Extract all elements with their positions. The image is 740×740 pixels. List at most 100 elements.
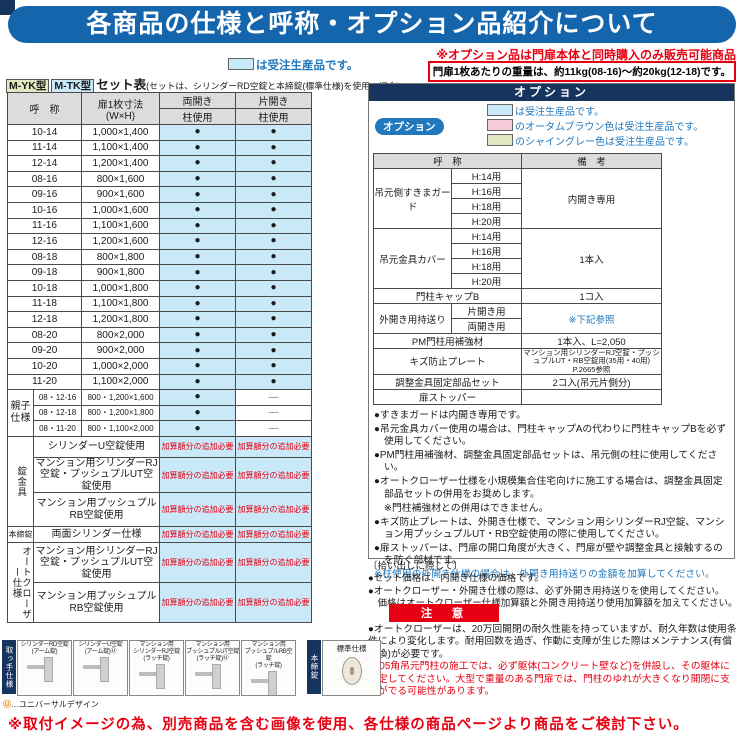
- size-code: 10-16: [7, 201, 82, 219]
- size-code: 09-18: [7, 264, 82, 281]
- legend-row-text: のオータムブラウン色は受注生産品です。: [515, 122, 704, 133]
- hinge-cover-remark: 1本入: [521, 228, 663, 289]
- lock-name: マンション用シリンダーRJ空錠・プッシュプルUT空錠使用: [33, 456, 160, 494]
- single-available-dot: ●: [235, 342, 312, 359]
- size-code: 08・12-18: [33, 404, 82, 422]
- size-value: 800×1,800: [81, 248, 160, 266]
- surcharge-note: 加算額分の追加必要: [159, 542, 236, 584]
- size-code: 10-20: [7, 357, 82, 375]
- door-stopper-name: 扉ストッパー: [372, 388, 523, 405]
- handle-cell: マンション用 プッシュプルRB空錠 (ラッチ錠): [241, 640, 296, 696]
- caution-red-paragraph: ●105角吊元門柱の施工では、必ず躯体(コンクリート壁など)を併設し、その躯体に…: [368, 661, 730, 698]
- double-available-dot: ●: [159, 295, 236, 313]
- handle-arm-icon: [195, 672, 213, 677]
- h-size: H:14用: [450, 168, 523, 184]
- surcharge-note: 加算額分の追加必要: [235, 456, 312, 494]
- bottom-red-note: ※取付イメージの為、別売商品を含む画像を使用、各仕様の商品ページより商品をご検討…: [8, 717, 689, 733]
- option-blue-note: ※柱使用の外開き仕様の場合は、外開き用持送りの金額を加算してください。: [374, 569, 715, 581]
- corner-square: [0, 0, 15, 15]
- surcharge-note: 加算額分の追加必要: [159, 582, 236, 624]
- caution-text: ●オートクローザーは、20万回開閉の耐久性能を持っていますが、耐久年数は使用条件…: [368, 624, 739, 699]
- option-note: ●オートクローザー仕様を小規模集合住宅向けに施工する場合は、調整金具固定部品セッ…: [374, 476, 723, 500]
- size-row: 12-14 1,200×1,400 ● ●: [7, 155, 312, 172]
- size-value: 800×2,000: [81, 326, 160, 344]
- option-section-header: オプション: [369, 84, 734, 101]
- size-row: 09-20 900×2,000 ● ●: [7, 342, 312, 359]
- size-row: 10-20 1,000×2,000 ● ●: [7, 357, 312, 375]
- handle-label: シリンダーU空錠 (アーム錠)Ⓤ: [78, 642, 123, 656]
- blue-color-swatch-icon: [228, 58, 254, 70]
- scratch-plate-name: キズ防止プレート: [372, 348, 523, 375]
- set-table-lower: 親子仕様 08・12-16 800・1,200×1,600 ● — 08・12-…: [7, 389, 312, 624]
- double-available-dot: ●: [159, 404, 236, 422]
- set-table-title: セット表: [96, 78, 147, 92]
- surcharge-note: 加算額分の追加必要: [159, 456, 236, 494]
- double-available-dot: ●: [159, 279, 236, 297]
- size-code: 08-20: [7, 326, 82, 344]
- single-available-dot: ●: [235, 155, 312, 172]
- legend-row: は受注生産品です。: [487, 104, 732, 119]
- h-size: H:20用: [450, 213, 523, 229]
- option-row: 調整金具固定部品セット 2コ入(吊元片側分): [372, 373, 663, 390]
- h-size: H:14用: [450, 228, 523, 244]
- weight-note: 門扉1枚あたりの重量は、約11kg(08-16)～約20kg(12-18)です。: [427, 61, 736, 82]
- handle-plate-icon: [100, 657, 109, 683]
- universal-design-text: …ユニバーサルデザイン: [11, 700, 99, 709]
- pickup-line: ●オートクローザー・外開き仕様の際は、必ず外開き用持送りを使用してください。: [368, 585, 725, 597]
- post-cap-remark: 1コ入: [521, 288, 663, 304]
- option-note: ●すきまガードは内開き専用です。: [374, 409, 526, 421]
- option-note: ●PM門柱用補強材、調整金具固定部品セットは、吊元側の柱に使用してください。: [374, 450, 718, 474]
- size-value: 1,100×2,000: [81, 373, 160, 391]
- size-row: 09-16 900×1,600 ● ●: [7, 186, 312, 203]
- col-header-size: 扉1枚寸法 (W×H): [81, 92, 160, 125]
- option-row: 吊元金具カバー H:14用 1本入: [373, 228, 663, 289]
- h-size: H:20用: [450, 273, 523, 289]
- bracket-sub: 片開き用: [450, 303, 523, 319]
- size-value: 1,200×1,400: [81, 155, 160, 172]
- handle-icon: [130, 664, 183, 690]
- single-available-dot: ●: [235, 186, 312, 203]
- option-note: ●扉ストッパーは、門扉の開口角度が大きく、門扉が壁や調整金具と接触するのを防ぐ部…: [374, 543, 723, 567]
- double-available-dot: ●: [159, 389, 236, 406]
- caution-badge: 注 意: [389, 604, 499, 622]
- door-stopper-remark: [521, 388, 663, 405]
- size-value: 900×1,600: [81, 186, 160, 203]
- size-value: 1,100×1,400: [81, 139, 160, 157]
- size-code: 11-16: [7, 217, 82, 235]
- lock-row: マンション用プッシュプルRB空錠使用 加算額分の追加必要 加算額分の追加必要: [8, 492, 312, 528]
- autocloser-row: マンション用プッシュプルRB空錠使用 加算額分の追加必要 加算額分の追加必要: [8, 582, 312, 624]
- option-note: ※門柱補強材との併用はできません。: [374, 502, 549, 514]
- oyako-row: 08・12-18 800・1,200×1,800 ● —: [8, 404, 312, 422]
- size-row: 10-16 1,000×1,600 ● ●: [7, 201, 312, 219]
- autocloser-group-label-text: オートクローザー仕様: [10, 546, 32, 620]
- size-value: 1,200×1,600: [81, 233, 160, 250]
- handle-cells: シリンダーRD空錠 (アーム錠) シリンダーU空錠 (アーム錠)Ⓤ マンション用…: [16, 640, 296, 696]
- made-to-order-legend: は受注生産品です。: [228, 57, 358, 73]
- double-available-dot: ●: [159, 264, 236, 281]
- single-available-dot: ●: [235, 124, 312, 141]
- lock-name: マンション用プッシュプルRB空錠使用: [33, 492, 160, 528]
- lock-row: 錠金具 シリンダーU空錠使用 加算額分の追加必要 加算額分の追加必要: [7, 435, 312, 528]
- size-code: 08・11-20: [33, 420, 82, 437]
- deadbolt-label: 本締錠: [7, 526, 34, 544]
- handle-arm-icon: [251, 679, 269, 684]
- legend-row: のシャイングレー色は受注生産品です。: [487, 134, 732, 149]
- double-available-dot: ●: [159, 233, 236, 250]
- handle-cell: シリンダーU空錠 (アーム錠)Ⓤ: [73, 640, 128, 696]
- size-code: 08-16: [7, 170, 82, 188]
- size-row: 11-18 1,100×1,800 ● ●: [7, 295, 312, 313]
- size-code: 09-20: [7, 342, 82, 359]
- size-value: 800・1,200×1,800: [81, 404, 160, 422]
- size-value: 900×1,800: [81, 264, 160, 281]
- handle-strip: 取っ手仕様 シリンダーRD空錠 (アーム錠) シリンダーU空錠 (アーム錠)Ⓤ …: [2, 640, 381, 696]
- bracket-remark: ※下記参照: [521, 303, 663, 334]
- standard-spec-cell: 標準仕様: [322, 640, 381, 696]
- h-size: H:16用: [450, 183, 523, 199]
- autocloser-row: オートクローザー仕様 マンション用シリンダーRJ空錠・プッシュプルUT空錠使用 …: [7, 542, 312, 624]
- size-code: 08・12-16: [33, 389, 82, 406]
- double-available-dot: ●: [159, 155, 236, 172]
- single-available-dot: ●: [235, 139, 312, 157]
- universal-design-note: Ⓤ…ユニバーサルデザイン: [3, 699, 99, 710]
- caution-black-paragraph: ●オートクローザーは、20万回開閉の耐久性能を持っていますが、耐久年数は使用条件…: [368, 624, 737, 660]
- option-note: ●吊元金具カバー使用の場合は、門柱キャップAの代わりに門柱キャップBを必ず使用し…: [374, 423, 727, 448]
